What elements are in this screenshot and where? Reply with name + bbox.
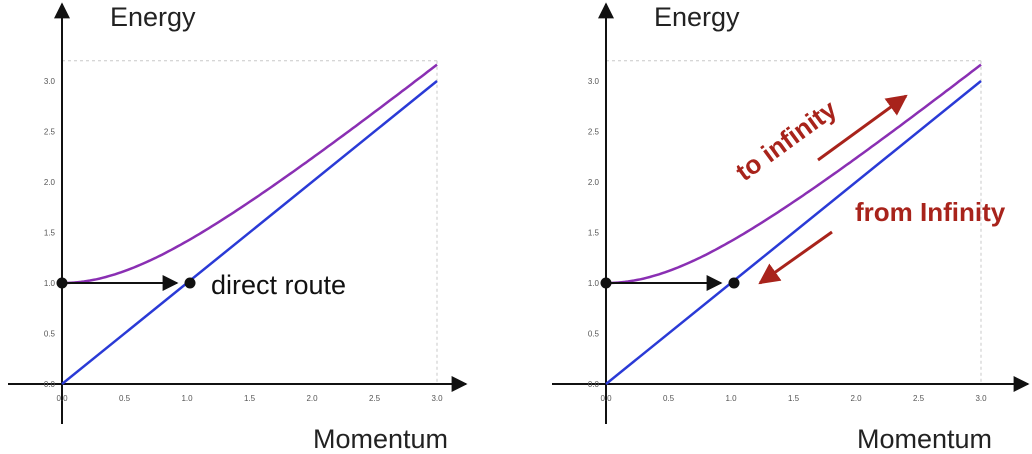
left-y-tick-label: 1.0	[44, 279, 56, 288]
left-x-tick-labels: 0.0 0.5 1.0 1.5 2.0 2.5 3.0	[56, 394, 443, 403]
right-y-axis-label: Energy	[654, 2, 740, 32]
left-y-tick-label: 2.0	[44, 178, 56, 187]
to-infinity-arrow	[817, 94, 908, 162]
left-y-tick-label: 3.0	[44, 77, 56, 86]
left-x-tick-label: 1.5	[244, 394, 256, 403]
right-y-tick-label: 1.0	[588, 279, 600, 288]
left-y-tick-labels: 0.0 0.5 1.0 1.5 2.0 2.5 3.0	[44, 77, 56, 389]
left-y-tick-label: 1.5	[44, 229, 56, 238]
right-frame-dashes	[606, 60, 982, 384]
right-y-tick-label: 0.5	[588, 330, 600, 339]
left-x-tick-label: 3.0	[431, 394, 443, 403]
right-y-tick-label: 2.5	[588, 128, 600, 137]
right-axes	[552, 2, 1030, 424]
left-x-tick-label: 0.5	[119, 394, 131, 403]
right-start-point	[600, 277, 612, 289]
right-y-tick-labels: 0.0 0.5 1.0 1.5 2.0 2.5 3.0	[588, 77, 600, 389]
left-end-point	[184, 277, 196, 289]
right-x-tick-label: 3.0	[975, 394, 987, 403]
left-frame-dashes	[62, 60, 438, 384]
left-start-point	[56, 277, 68, 289]
left-x-axis-label: Momentum	[313, 424, 448, 454]
right-end-point	[728, 277, 740, 289]
left-y-axis-label: Energy	[110, 2, 196, 32]
left-y-tick-label: 0.5	[44, 330, 56, 339]
right-y-tick-label: 2.0	[588, 178, 600, 187]
left-x-tick-label: 2.0	[306, 394, 318, 403]
right-x-tick-label: 1.0	[725, 394, 737, 403]
left-x-tick-label: 1.0	[181, 394, 193, 403]
right-x-tick-label: 2.5	[913, 394, 925, 403]
from-infinity-arrow	[758, 230, 833, 285]
right-energy-curve	[606, 63, 982, 285]
left-y-tick-label: 2.5	[44, 128, 56, 137]
to-infinity-label: to infinity	[730, 94, 843, 187]
from-infinity-label: from Infinity	[855, 197, 1006, 227]
direct-route-label: direct route	[211, 270, 346, 300]
left-x-tick-label: 2.5	[369, 394, 381, 403]
left-energy-curve	[62, 63, 438, 285]
right-x-tick-label: 1.5	[788, 394, 800, 403]
left-linear-line	[61, 80, 438, 385]
right-y-tick-label: 3.0	[588, 77, 600, 86]
right-x-axis-label: Momentum	[857, 424, 992, 454]
right-x-tick-label: 0.0	[600, 394, 612, 403]
left-axes	[8, 2, 468, 424]
right-chart-panel: 0.0 0.5 1.0 1.5 2.0 2.5 3.0 0.0 0.5 1.0 1.5 2.0 2.5…	[552, 2, 1030, 454]
right-x-tick-label: 2.0	[850, 394, 862, 403]
right-y-tick-label: 1.5	[588, 229, 600, 238]
right-linear-line	[605, 80, 982, 385]
left-chart-panel: 0.0 0.5 1.0 1.5 2.0 2.5 3.0 0.0 0.5 1.0 1.5 2.0 2.5…	[8, 2, 468, 454]
right-x-tick-label: 0.5	[663, 394, 675, 403]
right-y-tick-label: 0.0	[588, 380, 600, 389]
left-x-tick-label: 0.0	[56, 394, 68, 403]
left-y-tick-label: 0.0	[44, 380, 56, 389]
right-x-tick-labels: 0.0 0.5 1.0 1.5 2.0 2.5 3.0	[600, 394, 987, 403]
